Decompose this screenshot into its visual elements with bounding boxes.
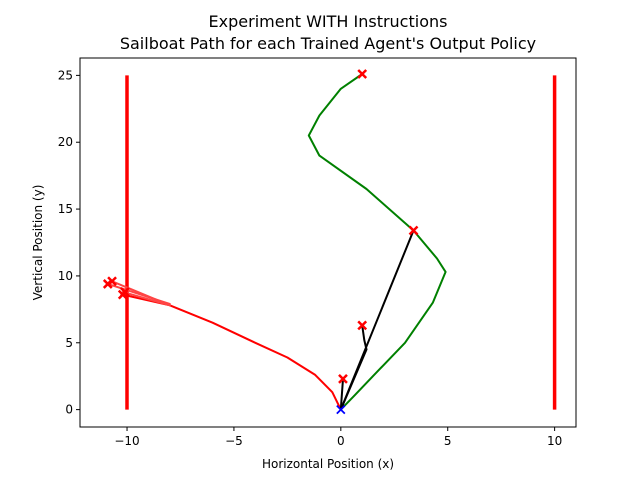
y-tick-label: 15 [58, 202, 73, 216]
axes-frame [79, 57, 577, 428]
x-axis-label: Horizontal Position (x) [262, 457, 394, 471]
endpoint-marker-4 [338, 373, 348, 384]
y-tick-label: 20 [58, 135, 73, 149]
chart-title-line1: Experiment WITH Instructions [209, 12, 448, 31]
path-line-8 [339, 324, 368, 411]
path-line-3 [111, 280, 171, 307]
x-tick-label: 5 [444, 434, 452, 448]
plot-area [102, 69, 557, 415]
x-tick-label: −5 [225, 434, 243, 448]
axis-ticks: −10 −5 0 5 10 0 5 10 15 20 25 [58, 68, 563, 448]
x-tick-label: 0 [337, 434, 345, 448]
endpoint-marker-3 [357, 320, 368, 331]
path-line-5 [307, 73, 447, 411]
path-line-4 [121, 291, 171, 307]
path-line-7 [339, 377, 344, 411]
endpoint-marker-6 [107, 276, 117, 287]
y-tick-label: 0 [65, 403, 73, 417]
start-marker [336, 404, 346, 415]
x-tick-label: 10 [547, 434, 562, 448]
y-axis-label: Vertical Position (y) [31, 185, 45, 301]
y-tick-label: 5 [65, 336, 73, 350]
endpoint-marker-8 [120, 287, 130, 297]
endpoint-marker-2 [408, 225, 419, 236]
chart-title-line2: Sailboat Path for each Trained Agent's O… [120, 34, 536, 53]
path-line-1 [121, 293, 342, 411]
y-tick-label: 10 [58, 269, 73, 283]
y-tick-label: 25 [58, 68, 73, 82]
x-tick-label: −10 [114, 434, 139, 448]
endpoint-marker-1 [357, 69, 368, 79]
